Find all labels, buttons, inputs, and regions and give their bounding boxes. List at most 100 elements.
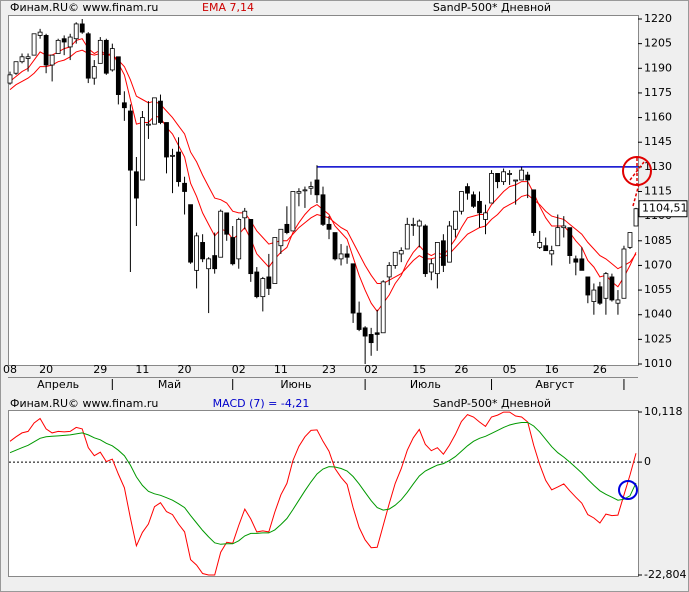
highlight-arrow: [629, 158, 645, 207]
candle-body: [224, 212, 230, 235]
y-tick-label: 1070: [644, 258, 672, 271]
candle-body: [422, 225, 428, 275]
candle-body: [200, 242, 206, 260]
candle-body: [603, 273, 609, 299]
x-tick-label: 15: [412, 363, 426, 376]
candle-body: [206, 258, 212, 270]
candle-body: [459, 191, 464, 212]
candle-body: [103, 39, 109, 74]
x-tick-label: 26: [454, 363, 468, 376]
x-tick-label: 29: [93, 363, 107, 376]
y-tick-label: 10,118: [644, 405, 683, 418]
x-tick-label: 05: [503, 363, 517, 376]
candle-body: [266, 276, 272, 289]
candle-body: [453, 210, 458, 230]
x-tick-label: 02: [232, 363, 246, 376]
candle-body: [447, 225, 452, 263]
x-tick-label: 02: [364, 363, 378, 376]
source-label: Финам.RU© www.finam.ru: [10, 397, 158, 410]
candle-body: [170, 154, 175, 157]
candle-body: [272, 237, 278, 284]
macd-line: [9, 422, 637, 545]
chart-layer: 1220120511901175116011451130111511001085…: [3, 12, 688, 581]
candle-body: [37, 31, 43, 36]
instrument-label: SandP-500* Дневной: [433, 1, 551, 14]
candle-body: [477, 200, 482, 214]
candle-body: [344, 253, 350, 258]
y-tick-label: 1175: [644, 86, 672, 99]
candle-body: [31, 33, 37, 56]
indicator-label: MACD (7) = -4,21: [213, 397, 310, 410]
candle-body: [254, 271, 260, 298]
candle-body: [25, 56, 31, 59]
candle-body: [591, 289, 597, 302]
candle-body: [428, 263, 434, 273]
candle-body: [386, 265, 392, 278]
candle-body: [597, 286, 603, 304]
x-tick-label: 08: [3, 363, 17, 376]
candle-body: [134, 171, 139, 199]
candle-body: [158, 100, 163, 123]
month-label: Июнь: [280, 378, 311, 391]
candle-body: [615, 299, 621, 304]
candle-body: [146, 123, 151, 126]
candle-body: [531, 189, 537, 233]
candle-body: [152, 97, 157, 125]
candle-body: [13, 61, 19, 74]
candle-body: [55, 39, 61, 54]
candle-body: [242, 210, 248, 219]
indicator-label: EMA 7,14: [202, 1, 254, 14]
candle-body: [609, 276, 615, 301]
candle-body: [97, 39, 103, 64]
candle-body: [633, 208, 639, 227]
candle-body: [392, 251, 398, 266]
month-label: Май: [158, 378, 181, 391]
highlight-circle: [618, 480, 638, 500]
candle-body: [43, 35, 49, 66]
y-tick-label: 1115: [644, 185, 672, 198]
candle-body: [176, 151, 181, 183]
y-tick-label: 1190: [644, 61, 672, 74]
candle-body: [290, 191, 296, 232]
candle-body: [19, 56, 25, 63]
candle-body: [7, 74, 13, 84]
candle-body: [573, 258, 579, 263]
candle-body: [302, 189, 308, 192]
candle-body: [440, 240, 446, 266]
candle-body: [67, 36, 73, 48]
candle-body: [543, 245, 549, 252]
last-price-label: 1104,51: [642, 202, 688, 215]
x-tick-label: 11: [274, 363, 288, 376]
y-tick-label: 1010: [644, 357, 672, 370]
candle-body: [398, 250, 404, 255]
candle-body: [73, 23, 79, 40]
candle-body: [326, 223, 332, 230]
candle-body: [621, 248, 627, 299]
candle-body: [49, 54, 55, 66]
candle-body: [579, 258, 585, 271]
candle-body: [278, 228, 284, 247]
candle-body: [513, 179, 519, 182]
candle-body: [471, 194, 476, 207]
candle-body: [555, 227, 561, 247]
candle-body: [483, 212, 488, 220]
macd-line: [9, 411, 637, 576]
candle-body: [368, 334, 374, 344]
candle-body: [109, 48, 115, 71]
candle-body: [561, 225, 567, 229]
candle-body: [164, 122, 169, 158]
y-tick-label: 1025: [644, 332, 672, 345]
candle-body: [218, 210, 224, 258]
y-tick-label: 1205: [644, 37, 672, 50]
x-tick-label: 20: [178, 363, 192, 376]
candle-body: [489, 173, 494, 204]
y-tick-label: 1085: [644, 234, 672, 247]
candle-body: [362, 327, 368, 337]
y-tick-label: 1040: [644, 308, 672, 321]
candle-body: [434, 242, 440, 275]
candle-body: [537, 242, 543, 248]
y-tick-label: 0: [644, 455, 651, 468]
candle-body: [404, 223, 410, 250]
y-tick-label: 1220: [644, 12, 672, 25]
